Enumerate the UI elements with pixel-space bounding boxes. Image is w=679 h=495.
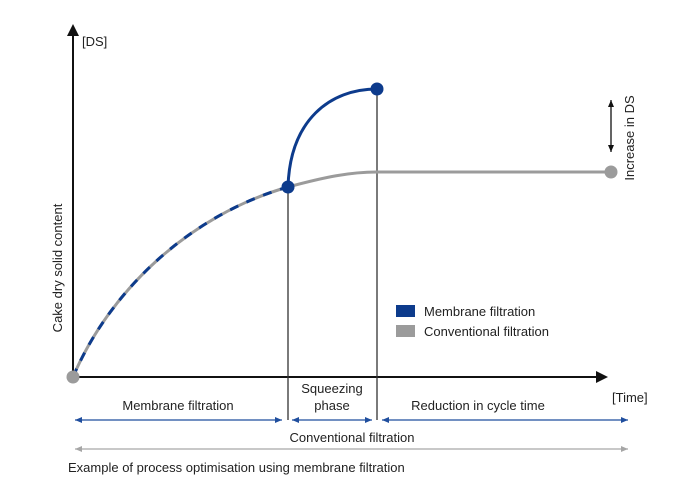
legend-swatch-membrane xyxy=(396,305,415,317)
figure-caption: Example of process optimisation using me… xyxy=(68,460,405,475)
x-axis-arrowhead xyxy=(596,371,608,383)
membrane-end-point xyxy=(370,82,384,96)
conventional-end-point xyxy=(604,165,618,179)
y-axis-unit-label: [DS] xyxy=(82,34,107,49)
phase-label-reduction: Reduction in cycle time xyxy=(411,398,545,413)
increase-ds-label: Increase in DS xyxy=(622,95,637,181)
phase-label-membrane: Membrane filtration xyxy=(122,398,233,413)
x-axis-unit-label: [Time] xyxy=(612,390,648,405)
phase-label-squeezing-2: phase xyxy=(314,398,349,413)
conventional-curve xyxy=(71,170,611,378)
membrane-squeeze-curve xyxy=(286,87,378,188)
start-point xyxy=(66,370,80,384)
y-axis-title: Cake dry solid content xyxy=(50,203,65,332)
conventional-span-label: Conventional filtration xyxy=(289,430,414,445)
phase-label-squeezing-1: Squeezing xyxy=(301,381,362,396)
legend-swatch-conventional xyxy=(396,325,415,337)
membrane-curve-overlay xyxy=(71,185,289,378)
squeeze-start-point xyxy=(281,180,295,194)
y-axis-arrowhead xyxy=(67,24,79,36)
legend-label-membrane: Membrane filtration xyxy=(424,304,535,319)
legend-label-conventional: Conventional filtration xyxy=(424,324,549,339)
